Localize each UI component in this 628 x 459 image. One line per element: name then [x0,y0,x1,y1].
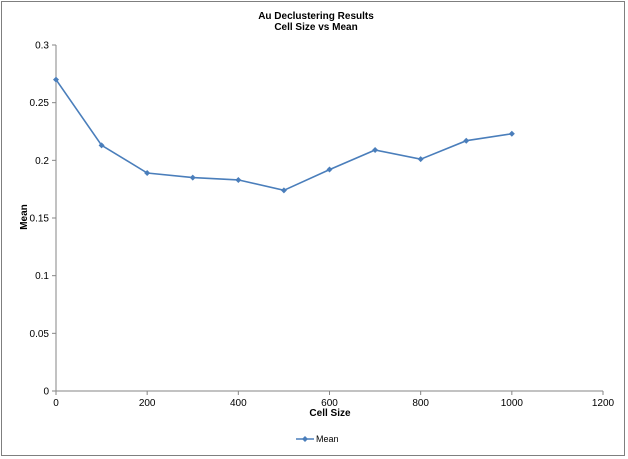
x-tick-label: 1000 [501,398,524,409]
x-tick-label: 600 [321,398,338,409]
data-point-marker [326,166,333,173]
data-point-marker [144,170,151,177]
data-point-marker [280,187,287,194]
legend-label: Mean [316,434,339,444]
data-point-marker [417,156,424,163]
legend-marker [302,436,308,442]
x-tick-label: 200 [139,398,156,409]
y-tick-label: 0.1 [35,271,49,282]
y-tick-label: 0.15 [30,214,50,225]
y-tick-label: 0 [43,387,49,398]
series-line-mean [55,79,512,192]
y-axis-title: Mean [19,204,30,230]
legend: Mean [296,434,339,444]
y-tick-label: 0.3 [35,41,49,52]
data-point-marker [372,146,379,153]
data-point-marker [53,76,59,83]
plot-area: 0 0.05 0.1 0.15 0.2 0.25 0.3 0 200 400 600 800 1000 1… [30,41,615,410]
data-point-marker [235,176,242,183]
x-tick-label: 0 [53,398,59,409]
x-axis-title: Cell Size [309,408,351,419]
x-tick-label: 800 [412,398,429,409]
x-tick-label: 1200 [592,398,615,409]
y-tick-label: 0.05 [30,329,50,340]
data-point-marker [463,137,470,144]
data-point-marker [98,142,105,149]
y-tick-label: 0.25 [30,98,50,109]
chart-subtitle: Cell Size vs Mean [274,22,357,33]
chart-title: Au Declustering Results [258,11,374,22]
x-tick-label: 400 [230,398,247,409]
y-tick-label: 0.2 [35,156,49,167]
data-point-marker [508,130,515,137]
data-point-marker [189,174,196,181]
